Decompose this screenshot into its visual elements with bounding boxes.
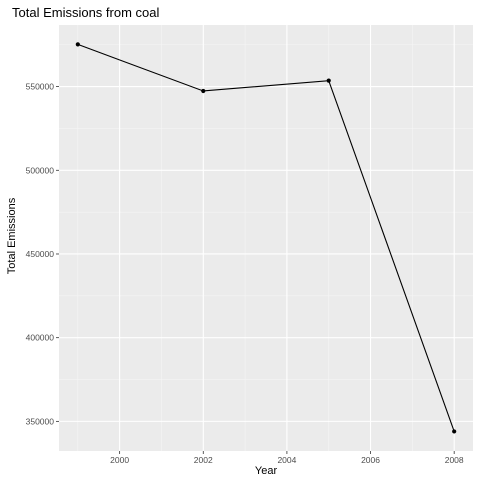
y-tick-label: 550000 bbox=[26, 82, 55, 92]
x-tick-label: 2004 bbox=[277, 455, 296, 465]
y-tick-label: 450000 bbox=[26, 249, 55, 259]
y-tick-label: 500000 bbox=[26, 165, 55, 175]
data-point bbox=[326, 78, 331, 83]
x-tick-label: 2000 bbox=[110, 455, 129, 465]
y-axis: 350000 400000 450000 500000 550000 bbox=[26, 82, 59, 426]
x-tick-label: 2002 bbox=[194, 455, 213, 465]
data-point bbox=[75, 42, 80, 47]
y-tick-label: 350000 bbox=[26, 416, 55, 426]
x-tick-label: 2008 bbox=[445, 455, 464, 465]
minor-grid bbox=[59, 25, 473, 451]
data-point bbox=[201, 88, 206, 94]
data-point bbox=[452, 429, 457, 434]
chart-title: Total Emissions from coal bbox=[12, 5, 159, 20]
major-grid bbox=[59, 25, 473, 451]
y-tick-label: 400000 bbox=[26, 333, 55, 343]
total-emissions-line bbox=[77, 43, 455, 432]
y-axis-title: Total Emissions bbox=[6, 197, 18, 274]
x-tick-label: 2006 bbox=[361, 455, 380, 465]
x-axis: 2000 2002 2004 2006 2008 bbox=[110, 451, 464, 465]
x-axis-title: Year bbox=[255, 465, 278, 477]
plot-panel bbox=[59, 25, 473, 451]
data-points bbox=[75, 42, 457, 434]
